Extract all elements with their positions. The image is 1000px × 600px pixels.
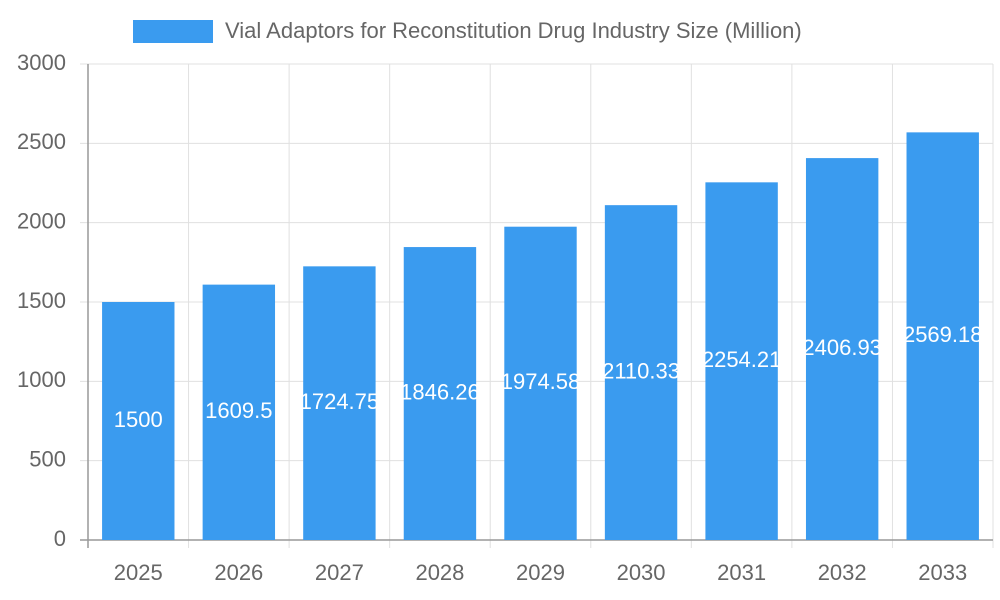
data-label: 2254.21 bbox=[702, 347, 782, 372]
y-tick-label: 3000 bbox=[17, 50, 66, 75]
data-label: 1500 bbox=[114, 407, 163, 432]
y-tick-label: 1500 bbox=[17, 288, 66, 313]
bar bbox=[805, 158, 879, 540]
x-tick-label: 2030 bbox=[617, 560, 666, 585]
bar bbox=[303, 266, 376, 540]
bar bbox=[906, 132, 979, 541]
y-tick-label: 500 bbox=[29, 446, 66, 471]
x-tick-label: 2028 bbox=[415, 560, 464, 585]
y-tick-label: 2000 bbox=[17, 208, 66, 233]
x-tick-label: 2027 bbox=[315, 560, 364, 585]
bar bbox=[102, 302, 175, 540]
bar bbox=[403, 247, 477, 541]
data-label: 1974.58 bbox=[501, 369, 581, 394]
x-tick-label: 2033 bbox=[918, 560, 967, 585]
bar bbox=[604, 205, 678, 540]
y-tick-label: 2500 bbox=[17, 129, 66, 154]
x-tick-label: 2029 bbox=[516, 560, 565, 585]
y-tick-label: 0 bbox=[54, 526, 66, 551]
x-tick-label: 2025 bbox=[114, 560, 163, 585]
bar bbox=[705, 182, 778, 540]
data-label: 2569.18 bbox=[903, 322, 983, 347]
x-tick-label: 2026 bbox=[214, 560, 263, 585]
data-label: 1724.75 bbox=[300, 389, 380, 414]
data-label: 2406.93 bbox=[802, 335, 882, 360]
legend-label[interactable]: Vial Adaptors for Reconstitution Drug In… bbox=[225, 18, 802, 43]
data-label: 1846.26 bbox=[400, 379, 480, 404]
data-label: 2110.33 bbox=[602, 358, 680, 383]
y-tick-label: 1000 bbox=[17, 367, 66, 392]
bar bbox=[504, 226, 577, 541]
legend-swatch[interactable] bbox=[133, 20, 213, 43]
bar bbox=[202, 284, 276, 540]
data-label: 1609.5 bbox=[205, 398, 272, 423]
x-tick-label: 2032 bbox=[818, 560, 867, 585]
x-tick-label: 2031 bbox=[717, 560, 766, 585]
